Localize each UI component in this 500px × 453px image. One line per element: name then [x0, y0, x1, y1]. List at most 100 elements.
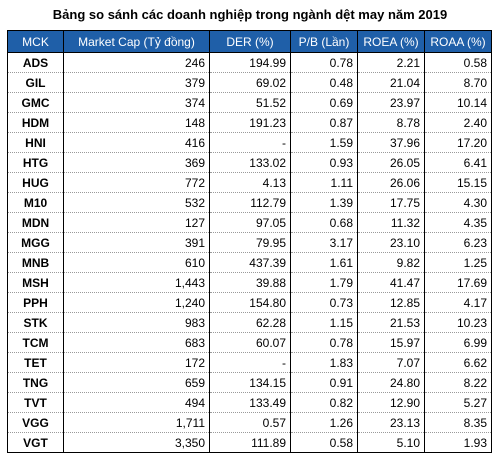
cell-roaa: 10.14	[424, 92, 492, 113]
header-pb: P/B (Lần)	[290, 30, 358, 53]
cell-roaa: 4.35	[424, 212, 492, 233]
cell-market-cap: 246	[63, 52, 210, 73]
cell-roea: 17.75	[357, 192, 425, 213]
cell-pb: 0.93	[290, 152, 358, 173]
cell-roaa: 17.20	[424, 132, 492, 153]
table-row: STK 983 62.28 1.15 21.53 10.23	[7, 312, 492, 333]
cell-market-cap: 391	[63, 232, 210, 253]
table-row: GMC 374 51.52 0.69 23.97 10.14	[7, 92, 492, 113]
cell-roea: 24.80	[357, 372, 425, 393]
cell-pb: 1.79	[290, 272, 358, 293]
cell-mck: HNI	[7, 132, 64, 153]
header-mck: MCK	[7, 30, 64, 53]
cell-mck: GMC	[7, 92, 64, 113]
table-row: TET 172-1.83 7.07 6.62	[7, 352, 492, 373]
cell-roea: 9.82	[357, 252, 425, 273]
table-row: TNG 659 134.15 0.91 24.80 8.22	[7, 372, 492, 393]
cell-der: 79.95	[209, 232, 291, 253]
cell-der: 111.89	[209, 432, 291, 453]
cell-der: 191.23	[209, 112, 291, 133]
cell-der: 60.07	[209, 332, 291, 353]
cell-market-cap: 1,711	[63, 412, 210, 433]
cell-mck: TCM	[7, 332, 64, 353]
cell-mck: MGG	[7, 232, 64, 253]
cell-market-cap: 610	[63, 252, 210, 273]
cell-roea: 23.97	[357, 92, 425, 113]
cell-roaa: 8.70	[424, 72, 492, 93]
cell-market-cap: 148	[63, 112, 210, 133]
cell-mck: M10	[7, 192, 64, 213]
cell-roaa: 1.25	[424, 252, 492, 273]
cell-market-cap: 532	[63, 192, 210, 213]
cell-roaa: 4.17	[424, 292, 492, 313]
cell-roaa: 6.41	[424, 152, 492, 173]
cell-roaa: 6.23	[424, 232, 492, 253]
page-title: Bảng so sánh các doanh nghiệp trong ngàn…	[52, 7, 448, 22]
cell-der: 194.99	[209, 52, 291, 73]
table-row: MNB 610 437.39 1.61 9.82 1.25	[7, 252, 492, 273]
table-row: HNI 416-1.59 37.96 17.20	[7, 132, 492, 153]
cell-mck: MDN	[7, 212, 64, 233]
cell-der: 39.88	[209, 272, 291, 293]
cell-market-cap: 379	[63, 72, 210, 93]
cell-market-cap: 369	[63, 152, 210, 173]
table-row: PPH 1,240 154.80 0.73 12.85 4.17	[7, 292, 492, 313]
cell-mck: HDM	[7, 112, 64, 133]
cell-market-cap: 1,240	[63, 292, 210, 313]
header-market-cap: Market Cap (Tỷ đồng)	[63, 30, 210, 53]
cell-roea: 23.10	[357, 232, 425, 253]
cell-roea: 41.47	[357, 272, 425, 293]
cell-mck: VGT	[7, 432, 64, 453]
table-row: ADS 246 194.99 0.78 2.21 0.58	[7, 52, 492, 73]
cell-pb: 0.78	[290, 52, 358, 73]
cell-mck: PPH	[7, 292, 64, 313]
header-roea: ROEA (%)	[357, 30, 425, 53]
table-row: M10 532 112.79 1.39 17.75 4.30	[7, 192, 492, 213]
table-row: HUG 772 4.13 1.11 26.06 15.15	[7, 172, 492, 193]
cell-der: -	[209, 352, 291, 373]
cell-mck: HTG	[7, 152, 64, 173]
cell-market-cap: 494	[63, 392, 210, 413]
cell-der: 154.80	[209, 292, 291, 313]
cell-market-cap: 416	[63, 132, 210, 153]
cell-mck: VGG	[7, 412, 64, 433]
cell-roea: 21.53	[357, 312, 425, 333]
table-row: TCM 683 60.07 0.78 15.97 6.99	[7, 332, 492, 353]
cell-roaa: 1.93	[424, 432, 492, 453]
cell-der: 51.52	[209, 92, 291, 113]
cell-roaa: 0.58	[424, 52, 492, 73]
cell-der: 69.02	[209, 72, 291, 93]
cell-roaa: 15.15	[424, 172, 492, 193]
cell-pb: 0.69	[290, 92, 358, 113]
cell-pb: 1.61	[290, 252, 358, 273]
cell-mck: STK	[7, 312, 64, 333]
cell-mck: GIL	[7, 72, 64, 93]
cell-roea: 21.04	[357, 72, 425, 93]
cell-roaa: 4.30	[424, 192, 492, 213]
cell-pb: 1.11	[290, 172, 358, 193]
cell-der: 437.39	[209, 252, 291, 273]
cell-roaa: 8.35	[424, 412, 492, 433]
cell-market-cap: 3,350	[63, 432, 210, 453]
cell-mck: TNG	[7, 372, 64, 393]
cell-mck: TET	[7, 352, 64, 373]
cell-der: -	[209, 132, 291, 153]
cell-roaa: 8.22	[424, 372, 492, 393]
table-row: MDN 127 97.05 0.68 11.32 4.35	[7, 212, 492, 233]
header-roaa: ROAA (%)	[424, 30, 492, 53]
cell-roaa: 6.99	[424, 332, 492, 353]
cell-market-cap: 772	[63, 172, 210, 193]
cell-pb: 0.58	[290, 432, 358, 453]
table-row: VGT 3,350 111.89 0.58 5.10 1.93	[7, 432, 492, 453]
cell-roea: 15.97	[357, 332, 425, 353]
table-header-row: MCK Market Cap (Tỷ đồng) DER (%) P/B (Lầ…	[7, 30, 492, 53]
cell-pb: 1.26	[290, 412, 358, 433]
cell-pb: 1.39	[290, 192, 358, 213]
cell-pb: 1.15	[290, 312, 358, 333]
cell-der: 133.49	[209, 392, 291, 413]
cell-roea: 5.10	[357, 432, 425, 453]
cell-market-cap: 172	[63, 352, 210, 373]
cell-roea: 23.13	[357, 412, 425, 433]
cell-der: 112.79	[209, 192, 291, 213]
cell-der: 62.28	[209, 312, 291, 333]
